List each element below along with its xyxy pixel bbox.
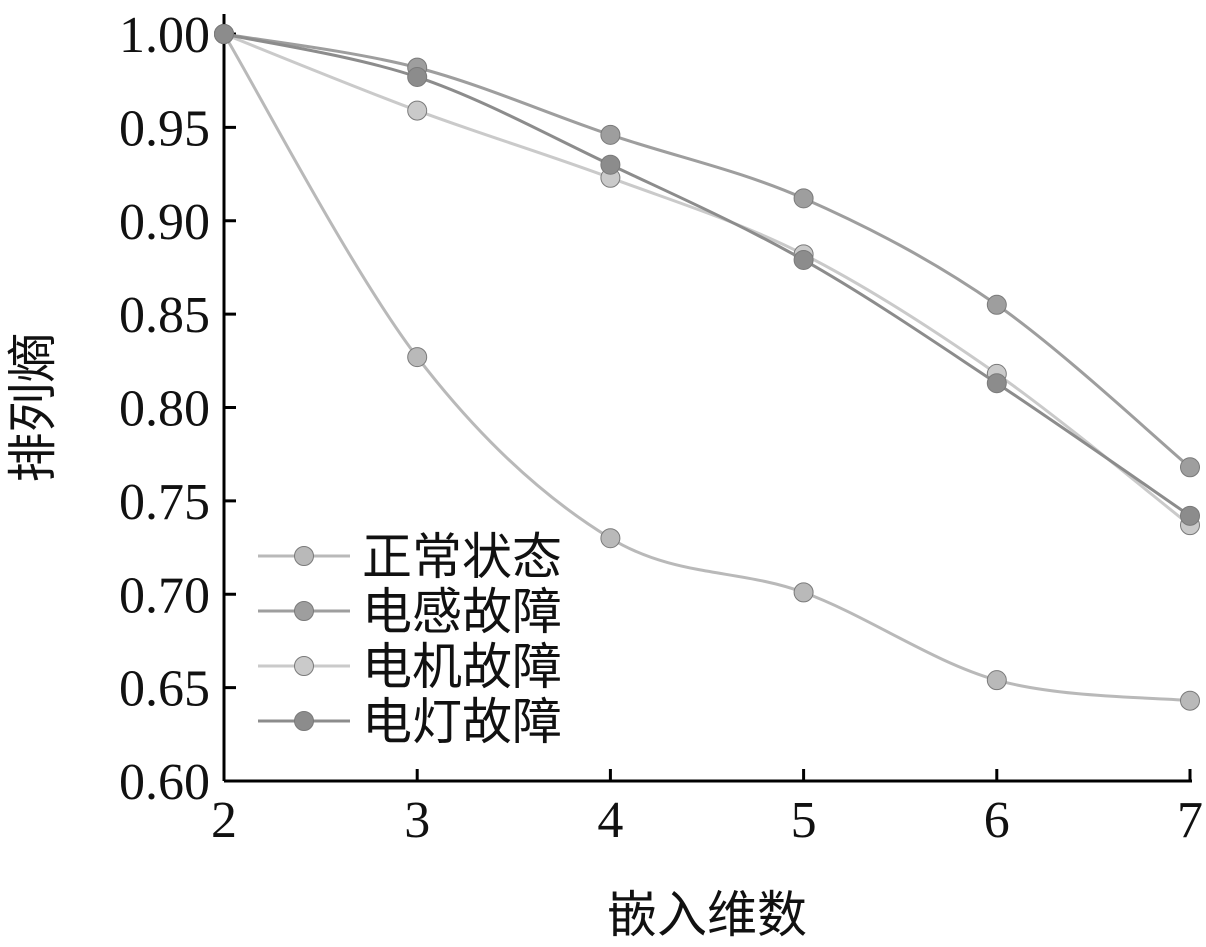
data-point — [600, 154, 621, 175]
x-tick-label: 6 — [984, 792, 1010, 849]
series-3 — [214, 24, 1200, 536]
y-tick-label: 0.80 — [119, 381, 210, 438]
data-point — [793, 249, 814, 270]
y-tick-label: 0.85 — [119, 287, 210, 344]
data-point — [1180, 457, 1200, 478]
y-tick-label: 1.00 — [119, 7, 210, 64]
data-point — [793, 188, 814, 209]
series-1 — [214, 24, 1200, 711]
data-point — [407, 66, 428, 87]
series-line — [223, 32, 1191, 518]
data-point — [407, 347, 428, 368]
y-tick-label: 0.95 — [119, 100, 210, 157]
y-tick-label: 0.75 — [119, 474, 210, 531]
x-tick-label: 2 — [211, 792, 237, 849]
legend-label: 电感故障 — [362, 583, 562, 641]
series-2 — [214, 24, 1200, 478]
data-point — [600, 528, 621, 549]
x-axis-title: 嵌入维数 — [607, 886, 807, 944]
legend-entry: 电感故障 — [258, 583, 562, 641]
data-point — [986, 670, 1007, 691]
x-tick-label: 5 — [791, 792, 817, 849]
legend-entry: 电灯故障 — [258, 693, 562, 751]
data-point — [986, 294, 1007, 315]
axes: 0.60 0.65 0.70 0.75 0.80 0.85 0.90 0.95 1.00 2 3 4 5… — [119, 7, 1203, 849]
legend-marker — [294, 546, 314, 566]
data-point — [600, 124, 621, 145]
x-tick-label: 3 — [404, 792, 430, 849]
data-point — [986, 373, 1007, 394]
legend-label: 正常状态 — [362, 528, 562, 586]
data-point — [214, 24, 234, 44]
data-point — [407, 100, 428, 121]
series-line — [223, 32, 1191, 469]
x-tick-label: 7 — [1177, 792, 1203, 849]
legend-label: 电灯故障 — [362, 693, 562, 751]
y-tick-label: 0.90 — [119, 194, 210, 251]
data-point — [1180, 505, 1200, 526]
x-tick-label: 4 — [597, 792, 623, 849]
data-point — [1180, 690, 1200, 711]
legend-label: 电机故障 — [362, 638, 562, 696]
legend-marker — [294, 711, 314, 731]
series-4 — [214, 24, 1200, 526]
data-point — [793, 582, 814, 603]
legend-marker — [294, 656, 314, 676]
y-tick-label: 0.60 — [119, 754, 210, 811]
series-line — [223, 32, 1191, 527]
y-axis-title: 排列熵 — [4, 333, 62, 483]
series-layer — [214, 24, 1200, 711]
legend-entry: 电机故障 — [258, 638, 562, 696]
legend-marker — [294, 601, 314, 621]
y-tick-label: 0.65 — [119, 661, 210, 718]
y-tick-label: 0.70 — [119, 567, 210, 624]
legend-entry: 正常状态 — [258, 528, 562, 586]
